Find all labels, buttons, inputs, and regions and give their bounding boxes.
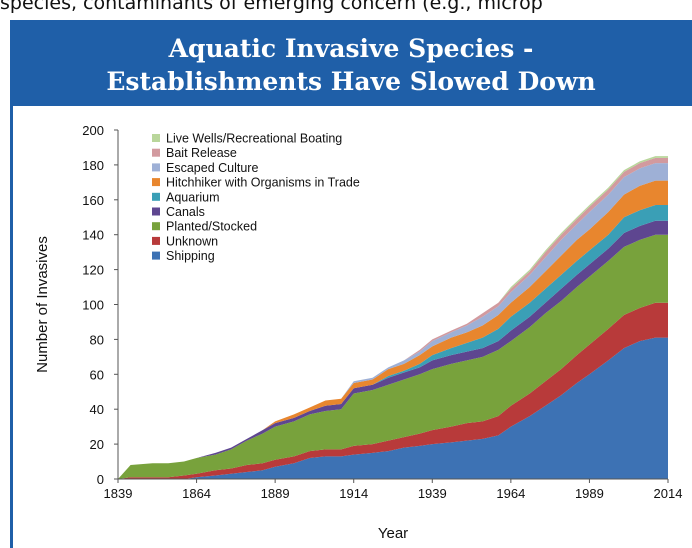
axes-group: 0 20 40 60 80 100 120 140 160 180 200 1839 1864 1889 1… bbox=[82, 123, 682, 501]
x-tick-label: 2014 bbox=[654, 486, 683, 501]
x-tick-label: 1914 bbox=[339, 486, 368, 501]
y-tick-label: 80 bbox=[90, 332, 104, 347]
legend-swatch bbox=[152, 178, 160, 187]
legend-label: Canals bbox=[166, 205, 205, 219]
legend-swatch bbox=[152, 251, 160, 260]
y-tick-label: 180 bbox=[82, 158, 104, 173]
area-hitchhiker-with-organisms-in-trade bbox=[118, 180, 668, 480]
x-tick-label: 1989 bbox=[575, 486, 604, 501]
legend-label: Planted/Stocked bbox=[166, 220, 257, 234]
y-tick-label: 120 bbox=[82, 263, 104, 278]
area-series-group bbox=[118, 156, 668, 480]
title-line-1: Aquatic Invasive Species - bbox=[168, 34, 534, 63]
legend-label: Escaped Culture bbox=[166, 161, 258, 175]
legend-swatch bbox=[152, 192, 160, 201]
area-aquarium bbox=[118, 205, 668, 479]
y-tick-label: 200 bbox=[82, 123, 104, 138]
legend-swatch bbox=[152, 163, 160, 172]
y-axis-title: Number of Invasives bbox=[34, 236, 51, 373]
x-tick-label: 1839 bbox=[104, 486, 133, 501]
legend-label: Bait Release bbox=[166, 146, 237, 160]
y-tick-label: 60 bbox=[90, 367, 104, 382]
area-escaped-culture bbox=[118, 163, 668, 479]
legend-label: Aquarium bbox=[166, 190, 220, 204]
area-planted-stocked bbox=[118, 234, 668, 479]
area-unknown bbox=[118, 302, 668, 479]
legend-swatch bbox=[152, 148, 160, 157]
cropped-caption-text: species, contaminants of emerging concer… bbox=[0, 0, 543, 14]
legend-label: Hitchhiker with Organisms in Trade bbox=[166, 176, 360, 190]
area-shipping bbox=[118, 337, 668, 479]
x-tick-label: 1889 bbox=[261, 486, 290, 501]
legend-swatch bbox=[152, 222, 160, 231]
y-tick-label: 140 bbox=[82, 228, 104, 243]
x-axis-title: Year bbox=[378, 525, 408, 542]
title-banner: Aquatic Invasive Species - Establishment… bbox=[10, 20, 692, 106]
x-tick-label: 1864 bbox=[182, 486, 211, 501]
chart-title: Aquatic Invasive Species - Establishment… bbox=[10, 32, 692, 98]
legend-label: Live Wells/Recreational Boating bbox=[166, 132, 342, 146]
y-tick-label: 160 bbox=[82, 193, 104, 208]
y-tick-label: 20 bbox=[90, 437, 104, 452]
x-tick-label: 1939 bbox=[418, 486, 447, 501]
left-border-stripe bbox=[10, 106, 13, 548]
title-line-2: Establishments Have Slowed Down bbox=[106, 67, 596, 96]
legend-label: Unknown bbox=[166, 234, 218, 248]
legend-swatch bbox=[152, 236, 160, 245]
x-tick-label: 1964 bbox=[496, 486, 525, 501]
area-canals bbox=[118, 220, 668, 480]
y-tick-label: 40 bbox=[90, 402, 104, 417]
legend-swatch bbox=[152, 134, 160, 142]
y-tick-label: 0 bbox=[97, 472, 104, 487]
legend-swatch bbox=[152, 207, 160, 216]
legend-label: Shipping bbox=[166, 249, 215, 263]
y-tick-label: 100 bbox=[82, 298, 104, 313]
